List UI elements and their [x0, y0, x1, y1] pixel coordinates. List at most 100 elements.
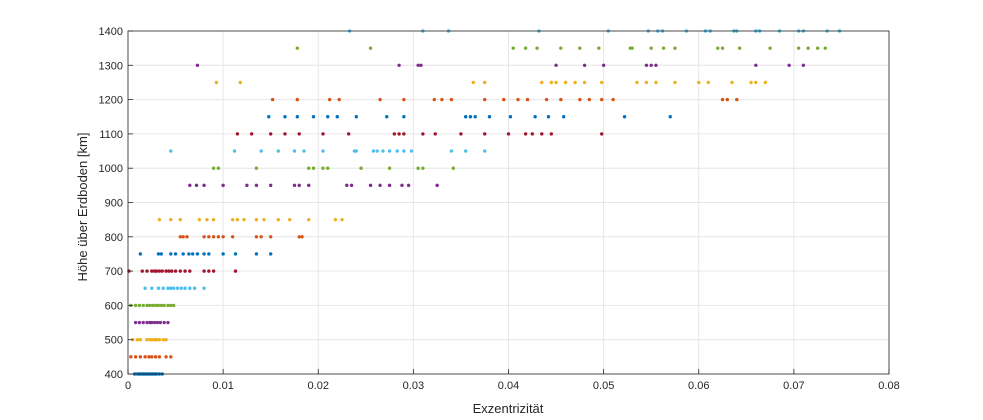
- data-point: [283, 115, 287, 119]
- data-point: [164, 269, 168, 273]
- data-point: [544, 97, 549, 102]
- data-point: [345, 183, 349, 188]
- data-point: [157, 217, 162, 222]
- data-point: [129, 355, 133, 359]
- data-point: [516, 97, 520, 102]
- data-point: [202, 252, 206, 256]
- data-point: [150, 320, 154, 325]
- series-1: [132, 115, 672, 376]
- y-tick-label: 1200: [99, 95, 123, 107]
- data-point: [155, 320, 160, 325]
- data-point: [387, 149, 392, 153]
- data-point: [397, 63, 401, 67]
- y-tick-label: 1000: [99, 163, 123, 175]
- data-point: [735, 97, 739, 102]
- data-point: [137, 320, 142, 325]
- data-point: [268, 132, 273, 136]
- data-point: [801, 63, 806, 67]
- series-6: [143, 29, 842, 290]
- data-point: [148, 303, 152, 308]
- data-point: [157, 269, 162, 273]
- data-point: [295, 115, 300, 119]
- data-point: [720, 46, 725, 50]
- data-point: [221, 252, 225, 256]
- data-point: [368, 183, 373, 188]
- data-point: [166, 303, 170, 308]
- data-point: [133, 355, 138, 359]
- data-point: [166, 286, 170, 290]
- data-point: [419, 63, 423, 67]
- data-point: [622, 115, 627, 119]
- data-point: [190, 252, 195, 256]
- data-point: [578, 46, 582, 50]
- data-point: [158, 320, 163, 325]
- data-point: [268, 183, 273, 188]
- data-point: [221, 235, 225, 239]
- data-point: [145, 338, 149, 342]
- data-point: [375, 149, 379, 153]
- data-point: [171, 286, 176, 290]
- data-point: [546, 115, 551, 119]
- data-point: [508, 115, 513, 119]
- x-tick-label: 0: [125, 380, 131, 392]
- data-point: [169, 303, 173, 308]
- data-point: [254, 235, 259, 239]
- data-point: [179, 286, 183, 290]
- data-point: [159, 303, 163, 308]
- data-point: [166, 320, 170, 325]
- data-point: [307, 217, 311, 222]
- data-point: [238, 80, 242, 85]
- data-point: [600, 132, 604, 136]
- data-point: [511, 46, 515, 50]
- data-point: [754, 63, 758, 67]
- data-point: [259, 235, 263, 239]
- x-tick-label: 0.07: [783, 380, 804, 392]
- data-point: [823, 46, 827, 50]
- data-point: [649, 63, 653, 67]
- data-point: [143, 286, 147, 290]
- data-point: [235, 132, 240, 136]
- data-point: [673, 46, 677, 50]
- data-point: [796, 46, 801, 50]
- data-point: [449, 97, 454, 102]
- data-point: [502, 97, 506, 102]
- data-point: [473, 115, 477, 119]
- data-point: [654, 63, 658, 67]
- data-point: [644, 63, 649, 67]
- data-point: [421, 166, 425, 170]
- data-point: [563, 80, 568, 85]
- y-tick-label: 900: [105, 198, 123, 210]
- data-point: [668, 115, 672, 119]
- y-tick-label: 1300: [99, 60, 123, 72]
- data-point: [611, 97, 615, 102]
- data-point: [559, 97, 563, 102]
- data-point: [187, 252, 191, 256]
- data-point: [635, 80, 639, 85]
- data-point: [138, 338, 143, 342]
- data-point: [230, 235, 235, 239]
- data-point: [381, 149, 385, 153]
- data-point: [540, 132, 544, 136]
- data-point: [135, 338, 140, 342]
- data-point: [307, 166, 311, 170]
- data-point: [254, 217, 259, 222]
- data-point: [554, 63, 558, 67]
- data-point: [433, 132, 437, 136]
- data-point: [138, 252, 143, 256]
- data-point: [525, 97, 530, 102]
- series-3: [131, 80, 768, 342]
- data-point: [254, 166, 259, 170]
- data-point: [133, 303, 138, 308]
- data-point: [400, 183, 404, 188]
- data-point: [354, 115, 358, 119]
- data-point: [207, 252, 211, 256]
- data-point: [763, 80, 768, 85]
- data-point: [242, 217, 246, 222]
- data-point: [540, 80, 544, 85]
- data-point: [167, 269, 171, 273]
- data-point: [268, 235, 273, 239]
- data-point: [164, 355, 168, 359]
- data-point: [725, 97, 729, 102]
- data-point: [292, 183, 297, 188]
- data-point: [254, 183, 259, 188]
